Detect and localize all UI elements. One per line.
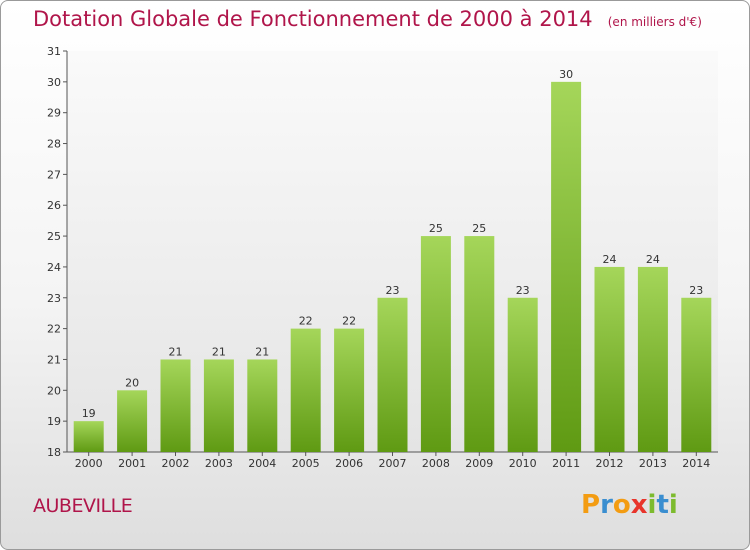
y-tick-label: 21	[47, 353, 61, 366]
x-tick-label: 2005	[292, 457, 320, 470]
bar-value-label: 21	[212, 345, 226, 358]
logo-letter: o	[612, 490, 631, 520]
y-tick-label: 24	[47, 261, 61, 274]
x-tick-label: 2007	[379, 457, 407, 470]
bar-value-label: 25	[472, 222, 486, 235]
x-tick-label: 2013	[639, 457, 667, 470]
x-tick-label: 2003	[205, 457, 233, 470]
bar-value-label: 19	[82, 407, 96, 420]
bar	[420, 236, 451, 452]
logo-letter: r	[600, 490, 613, 520]
logo-letter: i	[668, 490, 678, 520]
bar-value-label: 25	[429, 222, 443, 235]
bar	[117, 390, 148, 452]
bar-value-label: 30	[559, 68, 573, 81]
bar	[247, 359, 278, 452]
bar	[334, 328, 365, 452]
logo-letter: x	[630, 490, 648, 520]
chart-title: Dotation Globale de Fonctionnement de 20…	[33, 7, 593, 31]
title-row: Dotation Globale de Fonctionnement de 20…	[33, 7, 702, 31]
bar	[551, 81, 582, 452]
bar-value-label: 22	[299, 315, 313, 328]
x-tick-label: 2014	[682, 457, 710, 470]
bar-value-label: 23	[689, 284, 703, 297]
x-tick-label: 2011	[552, 457, 580, 470]
bar	[377, 297, 408, 452]
bar	[681, 297, 712, 452]
bar	[290, 328, 321, 452]
y-tick-label: 20	[47, 384, 61, 397]
x-tick-label: 2000	[75, 457, 103, 470]
y-tick-label: 23	[47, 292, 61, 305]
y-tick-label: 31	[47, 45, 61, 58]
y-tick-label: 19	[47, 415, 61, 428]
logo-letter: P	[581, 490, 601, 520]
bar-value-label: 22	[342, 315, 356, 328]
y-tick-label: 25	[47, 230, 61, 243]
bar-value-label: 23	[516, 284, 530, 297]
bar	[464, 236, 495, 452]
x-tick-label: 2006	[335, 457, 363, 470]
chart-subtitle: (en milliers d'€)	[607, 15, 702, 29]
y-tick-label: 22	[47, 323, 61, 336]
bar	[594, 266, 625, 452]
y-tick-label: 28	[47, 138, 61, 151]
bar-value-label: 24	[603, 253, 617, 266]
y-tick-label: 26	[47, 199, 61, 212]
x-tick-label: 2001	[118, 457, 146, 470]
y-tick-label: 27	[47, 168, 61, 181]
bar-value-label: 21	[255, 345, 269, 358]
bar-value-label: 21	[169, 345, 183, 358]
bar-value-label: 23	[386, 284, 400, 297]
y-tick-label: 29	[47, 107, 61, 120]
bar	[637, 266, 668, 452]
bar-value-label: 20	[125, 376, 139, 389]
x-tick-label: 2008	[422, 457, 450, 470]
x-tick-label: 2010	[509, 457, 537, 470]
y-tick-label: 18	[47, 446, 61, 459]
x-tick-label: 2012	[596, 457, 624, 470]
town-name: AUBEVILLE	[33, 495, 133, 517]
proxiti-logo[interactable]: Proxiti	[581, 490, 678, 520]
y-tick-label: 30	[47, 76, 61, 89]
bar	[160, 359, 191, 452]
x-tick-label: 2004	[248, 457, 276, 470]
logo-letter: i	[647, 490, 657, 520]
x-tick-label: 2002	[162, 457, 190, 470]
logo-letter: t	[656, 490, 669, 520]
bar	[73, 421, 104, 452]
x-tick-label: 2009	[465, 457, 493, 470]
bar	[203, 359, 234, 452]
bar	[507, 297, 538, 452]
bar-value-label: 24	[646, 253, 660, 266]
